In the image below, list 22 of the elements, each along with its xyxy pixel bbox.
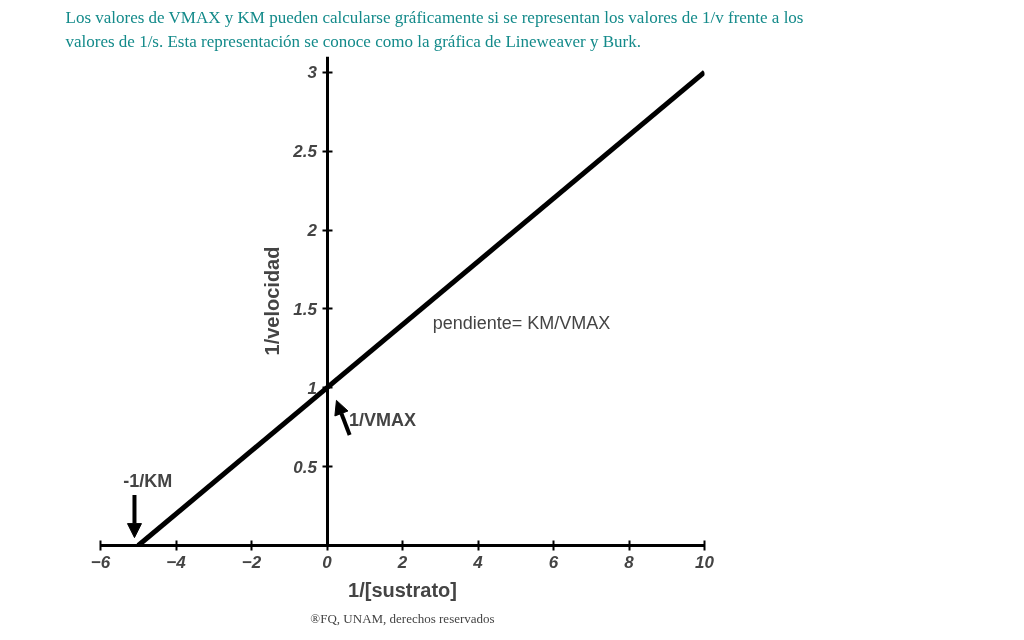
x-tick-label: 4 [472, 552, 484, 572]
y-tick-label: 2.5 [292, 142, 318, 162]
y-tick-label: 2 [306, 221, 318, 241]
annotation: 1/VMAX [349, 409, 417, 430]
x-tick-label: −6 [90, 552, 111, 572]
y-tick-label: 3 [307, 63, 318, 83]
y-axis-title: 1/velocidad [260, 246, 283, 356]
x-tick-label: 2 [396, 552, 408, 572]
x-tick-label: 6 [548, 552, 559, 572]
x-axis-title: 1/[sustrato] [348, 578, 457, 601]
x-tick-label: 0 [322, 552, 333, 572]
x-tick-label: −2 [241, 552, 262, 572]
y-tick-label: 1.5 [293, 299, 318, 319]
chart-title: Los valores de VMAX y KM pueden calcularse gráficamente si se representan los valores de 1/v frente a los valores de 1/s. Esta representación se conoce como la gráfica de Lineweaver y Burk. [65, 7, 804, 52]
x-tick-label: 8 [624, 552, 635, 572]
y-tick-label: 1 [307, 378, 318, 398]
x-tick-label: 10 [695, 552, 715, 572]
y-tick-label: 0.5 [293, 457, 318, 477]
annotation: -1/KM [123, 470, 173, 491]
text: ®FQ, UNAM, derechos reservados [310, 610, 495, 626]
annotation: pendiente= KM/VMAX [432, 312, 611, 333]
x-tick-label: −4 [166, 552, 187, 572]
